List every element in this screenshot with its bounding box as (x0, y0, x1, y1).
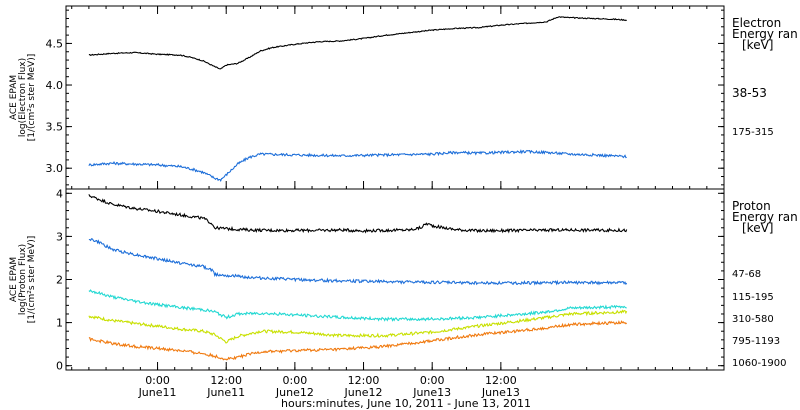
y-axis-label-line: ACE EPAM (9, 257, 19, 302)
legend-title-line: [keV] (742, 38, 773, 52)
plot-frame (65, 5, 725, 190)
x-tick-date: June13 (412, 386, 451, 399)
x-tick-date: June13 (481, 386, 520, 399)
legend-title-line: Energy ran (732, 210, 798, 224)
x-tick-time: 12:00 (348, 374, 380, 387)
y-tick-label: 0 (56, 360, 63, 373)
y-axis-label-line: [1/(cm²s ster MeV)] (27, 236, 37, 323)
y-tick-label: 1 (56, 317, 63, 330)
plot-frame (65, 188, 725, 371)
proton-panel: 0 1 2 3 4 ACE EPAM log(Proton Flux) [1/(cm²s st… (9, 187, 798, 372)
x-axis: 0:00June1112:00June110:00June1212:00June… (71, 6, 725, 399)
y-tick-label: 4.5 (46, 37, 64, 50)
y-axis-label-line: log(Proton Flux) (18, 244, 28, 315)
x-tick-time: 0:00 (145, 374, 170, 387)
x-tick-date: June11 (138, 386, 177, 399)
legend-entry: 47-68 (732, 269, 761, 280)
x-tick-date: June12 (275, 386, 314, 399)
x-tick-time: 0:00 (420, 374, 445, 387)
legend-title-line: Proton (732, 199, 771, 213)
series-line-38-53 (88, 16, 627, 70)
legend-entry: 310-580 (732, 314, 774, 325)
x-tick-time: 12:00 (210, 374, 242, 387)
y-axis-label-line: ACE EPAM (9, 75, 19, 120)
y-tick-label: 4.0 (46, 79, 64, 92)
y-tick-label: 3.5 (46, 121, 64, 134)
legend-entry: 1060-1900 (732, 358, 787, 369)
series-line-1060-1900 (88, 320, 628, 361)
y-tick-label: 4 (56, 187, 63, 200)
x-axis-title: hours:minutes, June 10, 2011 - June 13, … (281, 397, 531, 410)
x-tick-time: 12:00 (485, 374, 517, 387)
y-tick-label: 2 (56, 274, 63, 287)
legend-entry: 175-315 (732, 127, 774, 138)
y-axis-label: ACE EPAM log(Proton Flux) [1/(cm²s ster Me… (9, 236, 37, 323)
series-line-310-580 (88, 289, 627, 322)
y-tick-label: 3 (56, 230, 63, 243)
y-tick-label: 3.0 (46, 162, 64, 175)
y-axis-label-line: [1/(cm²s ster MeV)] (27, 54, 37, 141)
y-axis-label: ACE EPAM log(Electron Flux) [1/(cm²s ster … (9, 54, 37, 141)
series-line-795-1193 (88, 309, 628, 344)
legend-title-line: Electron (732, 16, 781, 30)
x-tick-date: June12 (344, 386, 383, 399)
electron-panel: 3.0 3.5 4.0 4.5 ACE EPAM log(Electron Flux) [1… (9, 5, 798, 190)
legend-entry: 38-53 (732, 86, 767, 100)
series-line-175-315 (88, 149, 627, 183)
y-axis-label-line: log(Electron Flux) (18, 58, 28, 137)
legend-entry: 795-1193 (732, 336, 780, 347)
legend-entry: 115-195 (732, 292, 774, 303)
series-line-47-68 (88, 194, 628, 234)
legend-title-line: [keV] (742, 221, 773, 235)
x-tick-date: June11 (206, 386, 245, 399)
x-tick-time: 0:00 (283, 374, 308, 387)
legend-title-line: Energy ran (732, 27, 798, 41)
series-line-115-195 (88, 238, 628, 286)
